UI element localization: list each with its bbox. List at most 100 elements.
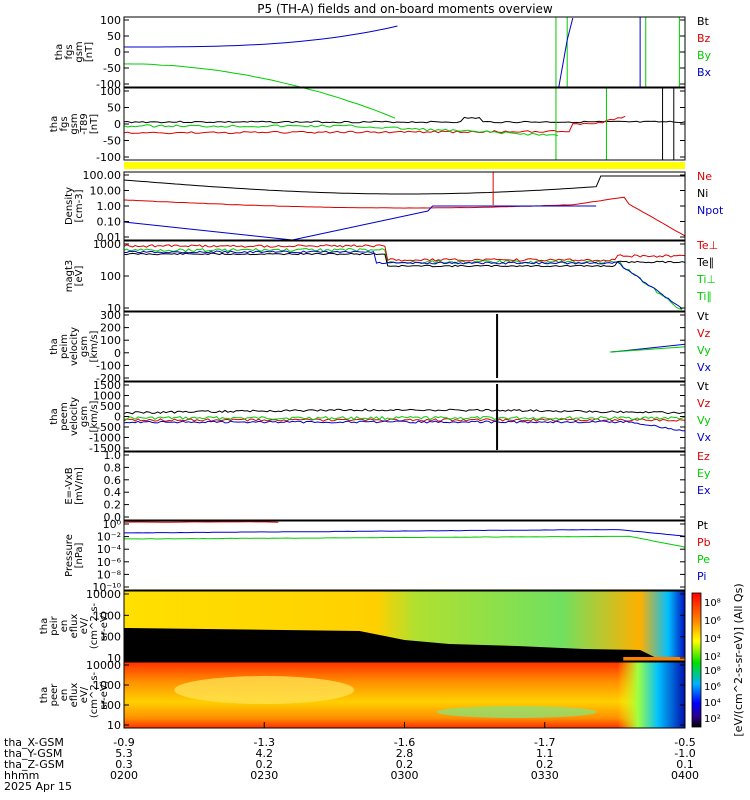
z-gsm-value: 0.2	[396, 758, 414, 771]
time-tick-label: 0200	[110, 769, 138, 782]
y-axis-label-line: tha	[49, 116, 60, 132]
panel-frame-efield	[123, 451, 686, 521]
panel-frame-peir-spectrogram	[123, 590, 686, 662]
legend-Ne: Ne	[697, 170, 712, 183]
y-axis-label-line: en	[59, 620, 70, 633]
trace-pe	[124, 535, 685, 548]
legend-Bt: Bt	[697, 15, 710, 28]
figure-title: P5 (TH-A) fields and on-board moments ov…	[257, 2, 553, 16]
trace-ti-blue	[124, 250, 683, 310]
y-axis-label-line: eflux	[69, 614, 80, 639]
colorbar-tick-label: 10⁴	[704, 698, 721, 709]
y-tick-label: 1000	[93, 679, 121, 692]
legend-Vx: Vx	[697, 361, 712, 374]
trace-dbz	[124, 115, 626, 135]
legend-Ni: Ni	[697, 187, 708, 200]
y-tick-label: 0	[114, 46, 121, 59]
x-gsm-value: -1.6	[394, 736, 415, 749]
y-tick-label: 1.0	[104, 449, 122, 462]
legend-Ex: Ex	[697, 484, 711, 497]
x-gsm-value: -0.5	[674, 736, 695, 749]
y-tick-label: 10000	[86, 588, 121, 601]
y-axis-label-line: tha	[54, 44, 65, 60]
legend-Ez: Ez	[697, 450, 710, 463]
y-gsm-value: 4.2	[256, 747, 274, 760]
y-tick-label: 100	[100, 85, 121, 98]
y-axis-label-line: tha	[49, 408, 60, 424]
y-axis-label-line: peir	[49, 615, 60, 635]
panel-frame-peim-velocity	[123, 311, 686, 382]
y-tick-label: -500	[96, 421, 121, 434]
colorbar-tick-label: 10⁴	[704, 634, 721, 645]
legend-Pe: Pe	[697, 553, 710, 566]
colorbar-tick-label: 10⁸	[704, 666, 721, 677]
legend-Vt: Vt	[697, 310, 710, 323]
y-axis-label-line: [nPa]	[74, 542, 85, 568]
peer-band	[436, 706, 597, 718]
y-tick-label: -100	[96, 78, 121, 91]
legend-Npot: Npot	[697, 204, 724, 217]
trace-bx-recover	[558, 17, 574, 88]
y-axis-label-line: (cm^2-s-	[89, 602, 100, 649]
y-axis-label-line: [mV/m]	[74, 467, 85, 505]
legend-Vx: Vx	[697, 431, 712, 444]
ephemeris-label: hhmm	[4, 769, 39, 782]
y-tick-label: 10000	[86, 659, 121, 672]
colorbar-label: [eV/(cm^2-s-sr-eV)] (All Qs)	[732, 583, 745, 736]
y-axis-label-line: tha	[39, 687, 50, 703]
time-tick-label: 0330	[531, 769, 559, 782]
y-axis-label-line: peim	[59, 334, 70, 359]
y-axis-label-line: [eV]	[74, 266, 85, 287]
y-tick-label: 300	[100, 309, 121, 322]
legend-Te⊥: Te⊥	[696, 239, 718, 252]
y-tick-label: 0.4	[104, 486, 122, 499]
y-tick-label: 0.2	[104, 499, 122, 512]
trace-te-perp	[124, 244, 685, 262]
y-axis-label-fgs-gsm-t89: tha fgs gsm -T89 [nT]	[49, 113, 100, 135]
legend-Pi: Pi	[697, 570, 706, 583]
peer-edge	[617, 662, 685, 728]
colorbar-tick-label: 10²	[704, 714, 721, 725]
colorbar-tick-label: 10⁶	[704, 616, 721, 627]
y-tick-label: 500	[100, 400, 121, 413]
x-gsm-value: -1.7	[534, 736, 555, 749]
y-axis-label-density: Density [cm-3]	[64, 187, 85, 225]
y-axis-label-line: [nT]	[84, 42, 95, 62]
y-axis-label-fgs-gsm: tha fgs gsm [nT]	[54, 41, 95, 62]
z-gsm-value: 0.2	[256, 758, 274, 771]
legend-Vy: Vy	[697, 344, 711, 357]
legend-Vz: Vz	[697, 397, 711, 410]
panel-frame-fgs-gsm	[123, 16, 686, 88]
y-tick-label: 1.00	[97, 200, 122, 213]
y-tick-label: 1000	[93, 609, 121, 622]
time-tick-label: 0400	[671, 769, 699, 782]
y-tick-label: 10⁻⁴	[97, 543, 122, 556]
legend-Pt: Pt	[697, 519, 709, 532]
y-tick-label: 0	[114, 411, 121, 424]
y-tick-label: 0.0	[104, 511, 122, 524]
legend-Ti∥: Ti∥	[696, 290, 712, 303]
trace-dby	[124, 124, 558, 137]
y-axis-label-peem-velocity: tha peem velocity gsm [km/s]	[49, 397, 100, 436]
trace-vy	[124, 415, 685, 421]
legend-Te∥: Te∥	[696, 256, 714, 269]
y-tick-label: 0	[114, 347, 121, 360]
trace-dbt	[124, 116, 685, 124]
trace-bx	[124, 25, 398, 48]
colorbar-tick-label: 10⁶	[704, 682, 721, 693]
y-axis-label-line: sr-eV)	[99, 611, 110, 640]
y-tick-label: 50	[107, 30, 121, 43]
z-gsm-value: 0.2	[536, 758, 554, 771]
y-tick-label: 100	[100, 14, 121, 27]
ephemeris-label: tha_X-GSM	[4, 736, 64, 749]
panel-frame-temperature	[123, 240, 686, 312]
y-axis-label-line: -T89	[79, 113, 90, 135]
trace-ti	[124, 247, 683, 310]
y-axis-label-line: tha	[49, 338, 60, 354]
trace-pi	[124, 529, 685, 537]
trace-ne	[124, 196, 685, 237]
y-tick-label: 0.10	[97, 216, 122, 229]
y-tick-label: 10	[107, 719, 121, 732]
panel-frame-fgs-gsm-t89	[123, 87, 686, 161]
colorbar-tick-label: 10²	[704, 652, 721, 663]
